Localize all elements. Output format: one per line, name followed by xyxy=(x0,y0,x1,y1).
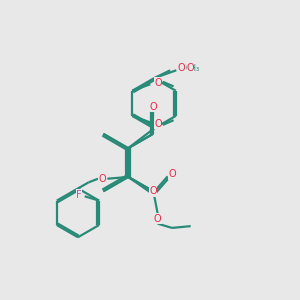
Text: O: O xyxy=(154,78,162,88)
Text: O: O xyxy=(149,102,157,112)
Text: O: O xyxy=(187,64,194,74)
Text: O: O xyxy=(178,64,185,74)
Text: O: O xyxy=(149,186,157,196)
Text: CH₃: CH₃ xyxy=(185,64,200,73)
Text: O: O xyxy=(154,214,161,224)
Text: O: O xyxy=(154,119,162,129)
Text: O: O xyxy=(99,174,106,184)
Text: O: O xyxy=(168,169,176,179)
Text: F: F xyxy=(76,190,82,200)
